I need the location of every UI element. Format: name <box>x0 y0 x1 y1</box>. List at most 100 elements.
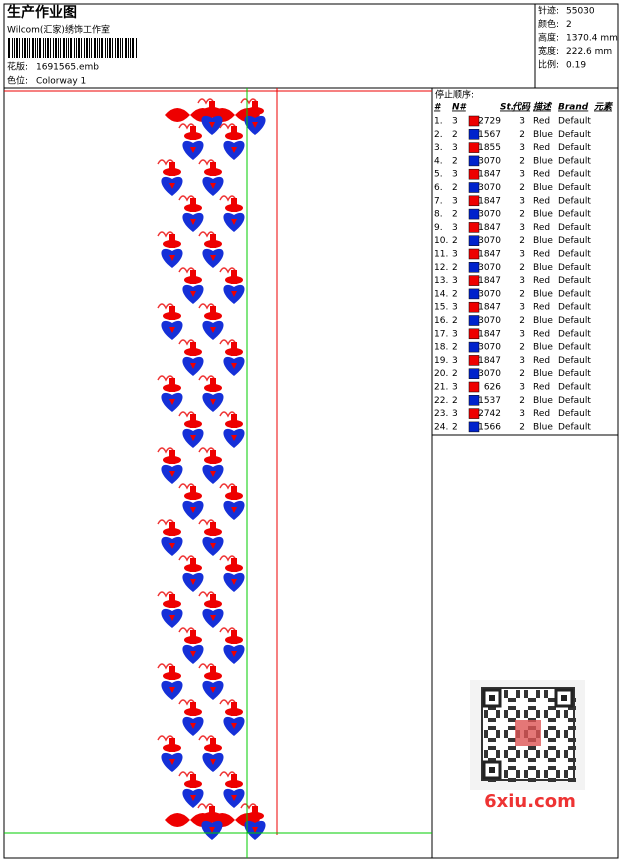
stitch <box>178 267 196 274</box>
cell: 3 <box>519 143 525 153</box>
cell: 2 <box>519 343 525 353</box>
stitch <box>163 240 181 248</box>
stitch <box>184 780 202 788</box>
stitch <box>204 312 222 320</box>
cell: 8. <box>434 210 443 220</box>
qr-dot <box>568 778 572 782</box>
qr-eye <box>489 767 495 773</box>
cell: 3 <box>452 223 458 233</box>
qr-dot <box>492 778 496 782</box>
qr-dot <box>524 774 528 778</box>
qr-dot <box>544 690 548 694</box>
stat-label: 比例: <box>538 59 559 71</box>
qr-dot <box>488 706 492 710</box>
cell: 3 <box>519 170 525 180</box>
qr-dot <box>564 750 568 754</box>
bar <box>136 38 137 58</box>
bar <box>63 38 65 58</box>
stitch <box>178 411 196 418</box>
bar <box>19 38 20 58</box>
qr-dot <box>552 746 556 750</box>
cell: 3 <box>519 409 525 419</box>
cell: 3070 <box>478 369 501 379</box>
bar <box>68 38 69 58</box>
qr-eye <box>489 695 495 701</box>
bar <box>12 38 13 58</box>
cell: 3070 <box>478 289 501 299</box>
cell: 3 <box>452 383 458 393</box>
cell: Default <box>558 250 591 260</box>
cell: Red <box>533 276 550 286</box>
qr-dot <box>564 734 568 738</box>
stitch <box>190 651 196 657</box>
cell: 18. <box>434 343 448 353</box>
bar <box>120 38 121 58</box>
qr-dot <box>516 770 520 774</box>
qr-dot <box>548 706 552 710</box>
cell: 3 <box>452 170 458 180</box>
cell: 16. <box>434 316 448 326</box>
bar <box>115 38 116 58</box>
qr-dot <box>516 750 520 754</box>
qr-dot <box>508 738 512 742</box>
qr-dot <box>496 714 500 718</box>
qr-dot <box>512 778 516 782</box>
stitch <box>190 723 196 729</box>
qr-dot <box>572 766 576 770</box>
qr-dot <box>528 746 532 750</box>
qr-dot <box>524 754 528 758</box>
qr-dot <box>548 718 552 722</box>
qr-dot <box>528 706 532 710</box>
bar <box>55 38 57 58</box>
qr-dot <box>548 778 552 782</box>
stitch <box>219 411 237 418</box>
stitch <box>157 159 175 166</box>
stitch <box>178 699 196 706</box>
stitch <box>178 339 196 346</box>
qr-dot <box>504 714 508 718</box>
cell: 17. <box>434 329 448 339</box>
cell: 3 <box>452 303 458 313</box>
cell: 2 <box>452 236 458 246</box>
stitch <box>198 231 216 238</box>
stitch <box>210 255 216 261</box>
bar <box>132 38 134 58</box>
qr-dot <box>512 758 516 762</box>
bar <box>130 38 131 58</box>
color-swatch <box>468 381 480 393</box>
cell: 2 <box>519 289 525 299</box>
stitch <box>204 528 222 536</box>
stitch <box>231 219 237 225</box>
bar <box>109 38 111 58</box>
bar <box>91 38 92 58</box>
qr-dot <box>544 750 548 754</box>
cell: 3070 <box>478 210 501 220</box>
bar <box>50 38 51 58</box>
qr-dot <box>484 710 488 714</box>
stitch <box>190 363 196 369</box>
bar <box>97 38 98 58</box>
qr-dot <box>572 698 576 702</box>
cell: Default <box>558 183 591 193</box>
cell: 3070 <box>478 316 501 326</box>
qr-dot <box>484 754 488 758</box>
bar <box>112 38 113 58</box>
qr-dot <box>572 718 576 722</box>
cell: 3 <box>519 196 525 206</box>
qr-dot <box>492 758 496 762</box>
cell: 10. <box>434 236 448 246</box>
stitch <box>190 291 196 297</box>
qr-dot <box>484 714 488 718</box>
cell: 1847 <box>478 303 501 313</box>
stitch <box>210 615 216 621</box>
qr-dot <box>488 718 492 722</box>
cell: Blue <box>533 236 553 246</box>
cell: Red <box>533 117 550 127</box>
cell: 3070 <box>478 343 501 353</box>
bar <box>58 38 59 58</box>
qr-dot <box>572 758 576 762</box>
qr-dot <box>536 694 540 698</box>
stitch <box>204 744 222 752</box>
cell: 11. <box>434 250 448 260</box>
qr-dot <box>552 726 556 730</box>
